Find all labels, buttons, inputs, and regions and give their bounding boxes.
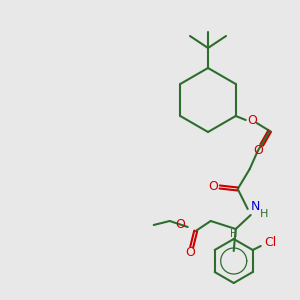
Text: O: O — [253, 145, 263, 158]
Text: H: H — [260, 209, 268, 219]
Text: Cl: Cl — [265, 236, 277, 250]
Text: O: O — [185, 247, 195, 260]
Text: O: O — [175, 218, 185, 232]
Text: N: N — [251, 200, 260, 214]
Text: O: O — [247, 115, 257, 128]
Text: O: O — [208, 179, 218, 193]
Text: H: H — [230, 229, 237, 239]
